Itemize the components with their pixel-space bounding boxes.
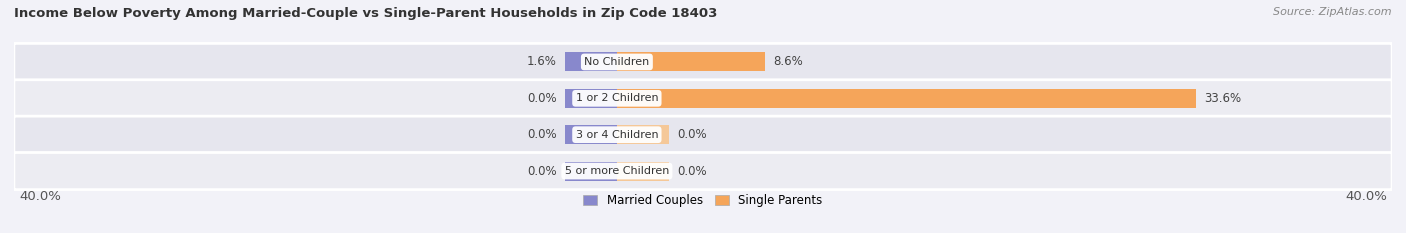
- FancyBboxPatch shape: [14, 43, 1392, 80]
- Bar: [565, 52, 617, 71]
- Text: 0.0%: 0.0%: [678, 164, 707, 178]
- Text: 5 or more Children: 5 or more Children: [565, 166, 669, 176]
- Text: 1.6%: 1.6%: [527, 55, 557, 69]
- Text: 1 or 2 Children: 1 or 2 Children: [575, 93, 658, 103]
- Bar: [617, 125, 668, 144]
- FancyBboxPatch shape: [14, 153, 1392, 190]
- Text: 0.0%: 0.0%: [678, 128, 707, 141]
- Legend: Married Couples, Single Parents: Married Couples, Single Parents: [579, 190, 827, 212]
- Text: Income Below Poverty Among Married-Couple vs Single-Parent Households in Zip Cod: Income Below Poverty Among Married-Coupl…: [14, 7, 717, 20]
- Bar: [617, 162, 668, 181]
- FancyBboxPatch shape: [14, 116, 1392, 153]
- Text: 0.0%: 0.0%: [527, 164, 557, 178]
- Text: No Children: No Children: [585, 57, 650, 67]
- Text: Source: ZipAtlas.com: Source: ZipAtlas.com: [1274, 7, 1392, 17]
- Text: 40.0%: 40.0%: [1346, 190, 1386, 203]
- Text: 33.6%: 33.6%: [1204, 92, 1241, 105]
- Bar: [565, 125, 617, 144]
- Text: 40.0%: 40.0%: [20, 190, 60, 203]
- Bar: [617, 52, 765, 71]
- Text: 8.6%: 8.6%: [773, 55, 803, 69]
- Text: 0.0%: 0.0%: [527, 92, 557, 105]
- Text: 0.0%: 0.0%: [527, 128, 557, 141]
- Bar: [565, 89, 617, 108]
- Bar: [617, 89, 1195, 108]
- FancyBboxPatch shape: [14, 80, 1392, 117]
- Bar: [565, 162, 617, 181]
- Text: 3 or 4 Children: 3 or 4 Children: [575, 130, 658, 140]
